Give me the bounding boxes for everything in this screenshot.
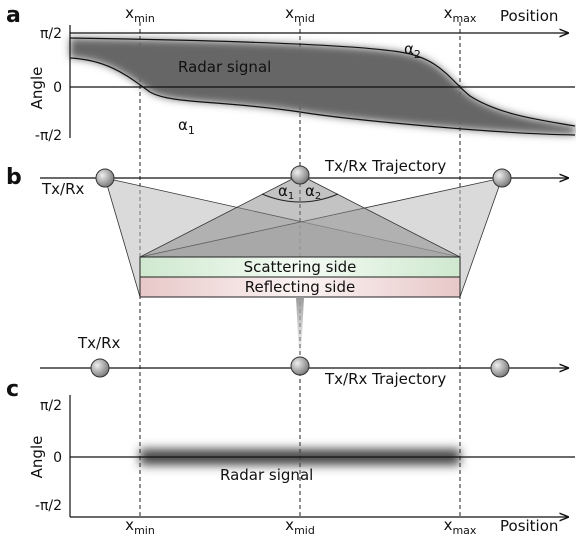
figure: a π/2 0 -π/2 Angle xmin xmid xmax Positi… [0, 0, 576, 536]
signal-label: Radar signal [220, 466, 313, 484]
position-label: xmin [125, 4, 155, 25]
antenna [91, 359, 109, 377]
position-label: xmid [285, 516, 315, 536]
y-tick-label: -π/2 [35, 128, 62, 144]
antenna [493, 169, 511, 187]
trajectory-label: Tx/Rx Trajectory [324, 157, 446, 175]
side-label: Scattering side [244, 258, 357, 276]
trajectory-label: Tx/Rx Trajectory [324, 370, 446, 388]
y-axis-label: Angle [28, 436, 46, 479]
y-axis-label: Angle [28, 67, 46, 110]
y-tick-label: -π/2 [35, 498, 62, 514]
position-label: xmax [444, 4, 477, 25]
antenna [291, 166, 309, 184]
position-label: xmid [285, 4, 315, 25]
reflected-beam [296, 297, 304, 355]
y-tick-label: π/2 [40, 26, 62, 42]
position-label: xmax [444, 516, 477, 536]
y-tick-label: 0 [53, 80, 62, 96]
antenna-label: Tx/Rx [41, 180, 85, 198]
antenna-label: Tx/Rx [77, 334, 121, 352]
y-tick-label: π/2 [40, 398, 62, 414]
x-axis-label: Position [500, 7, 558, 25]
signal-label: Radar signal [178, 58, 271, 76]
panel-label: b [6, 165, 22, 190]
curve-label: α2 [404, 40, 421, 61]
side-label: Reflecting side [245, 278, 355, 296]
position-label: xmin [125, 516, 155, 536]
panel-label: a [6, 3, 21, 28]
panel-label: c [6, 377, 19, 402]
curve-label: α1 [178, 116, 195, 137]
y-tick-label: 0 [53, 450, 62, 466]
antenna [491, 359, 509, 377]
x-axis-label: Position [500, 517, 558, 535]
antenna [291, 357, 309, 375]
antenna [96, 169, 114, 187]
